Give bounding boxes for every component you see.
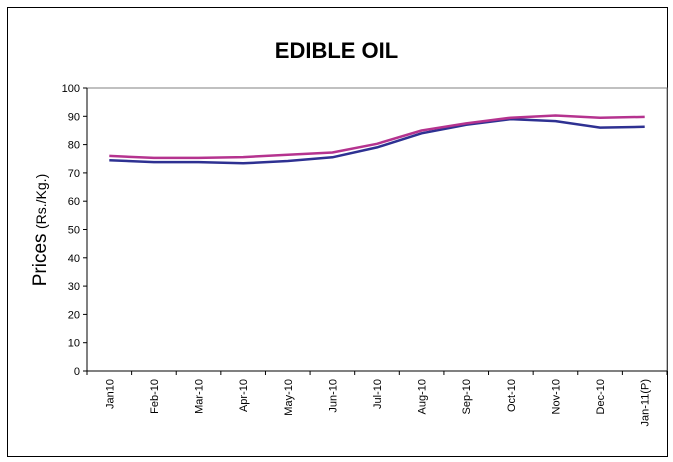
y-tick-label: 50 <box>68 225 80 237</box>
x-tick-label: Aug-10 <box>417 379 429 414</box>
y-tick-label: 20 <box>68 309 80 321</box>
series-group <box>109 114 645 165</box>
chart-title: EDIBLE OIL <box>274 38 399 63</box>
x-tick-label: May-10 <box>283 379 295 416</box>
x-tick-label: Oct-10 <box>506 379 518 412</box>
y-tick-label: 90 <box>68 111 80 123</box>
x-tick-label: Apr-10 <box>238 379 250 412</box>
y-tick-label: 60 <box>68 196 80 208</box>
x-tick-label: Sep-10 <box>461 379 473 414</box>
y-tick-label: 100 <box>62 83 80 95</box>
series-line-2 <box>109 114 645 160</box>
y-tick-label: 10 <box>68 338 80 350</box>
x-tick-label: Jun-10 <box>327 379 339 413</box>
y-tick-label: 80 <box>68 140 80 152</box>
x-tick-label: Jan-11(P) <box>640 379 652 426</box>
y-tick-label: 70 <box>68 168 80 180</box>
x-tick-label: Mar-10 <box>194 379 206 414</box>
x-tick-label: Feb-10 <box>149 379 161 414</box>
x-tick-label: Jul-10 <box>372 379 384 409</box>
y-tick-label: 40 <box>68 253 80 265</box>
axes: 0 10 20 30 40 50 60 70 80 90 100 Jan10 Feb-10 Mar-10 A… <box>62 83 668 426</box>
series-line-1 <box>109 117 645 165</box>
y-tick-label: 30 <box>68 281 80 293</box>
x-tick-label: Jan10 <box>104 379 116 409</box>
plot-area <box>86 87 668 372</box>
x-tick-label: Dec-10 <box>595 379 607 414</box>
y-tick-label: 0 <box>74 366 80 378</box>
x-tick-label: Nov-10 <box>550 379 562 414</box>
